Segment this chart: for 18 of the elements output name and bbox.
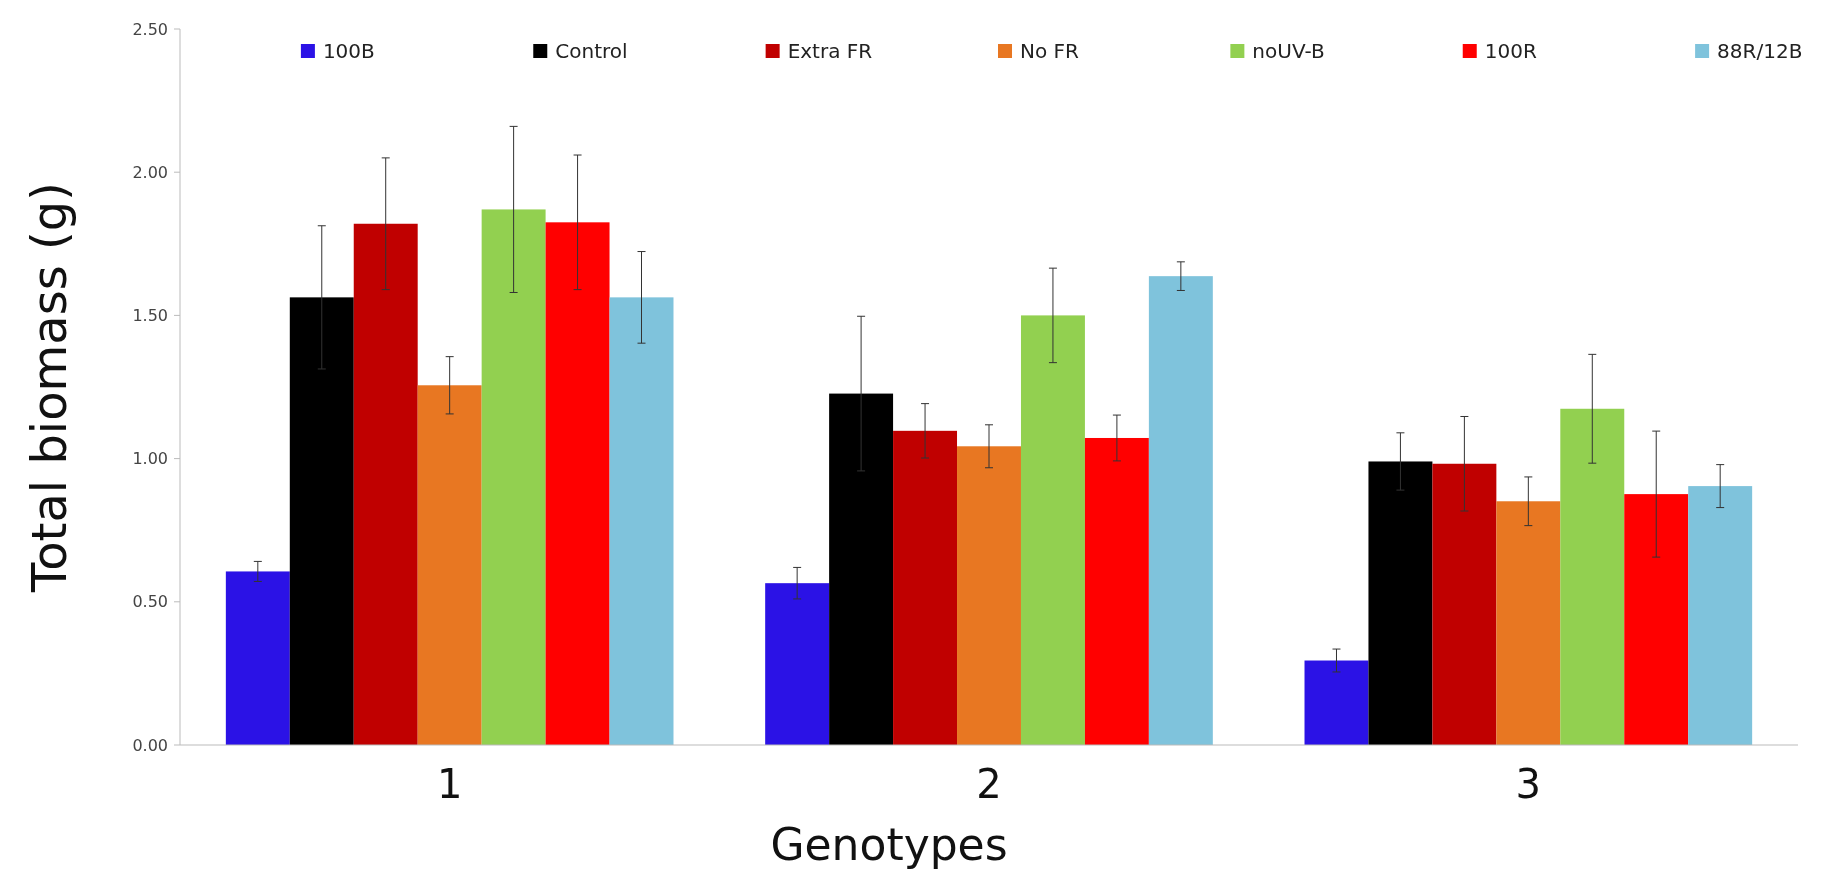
- legend-label: 100B: [322, 39, 375, 63]
- x-tick-label: 1: [436, 761, 463, 807]
- x-tick-label: 3: [1515, 761, 1542, 807]
- legend-label: No FR: [1020, 39, 1080, 63]
- y-tick-label: 1.50: [132, 306, 168, 325]
- legend-label: Extra FR: [787, 39, 873, 63]
- legend-label: noUV-B: [1252, 39, 1325, 63]
- legend-label: 100R: [1484, 39, 1537, 63]
- y-tick-label: 2.50: [132, 19, 168, 39]
- y-tick-label: 2.00: [132, 162, 168, 182]
- y-axis-title: Total biomass (g): [21, 182, 77, 593]
- y-tick-label: 1.00: [132, 449, 168, 469]
- x-axis-title: Genotypes: [770, 819, 1008, 870]
- legend-label: 88R/12B: [1717, 39, 1803, 63]
- x-tick-label: 2: [976, 761, 1002, 807]
- y-tick-label: 0.50: [132, 592, 168, 612]
- y-tick-label: 0.00: [132, 735, 168, 755]
- legend-label: Control: [555, 39, 628, 63]
